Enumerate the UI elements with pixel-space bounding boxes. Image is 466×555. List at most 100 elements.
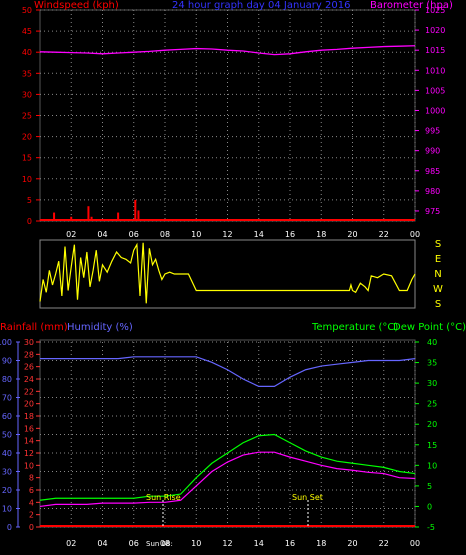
top-series (39, 45, 416, 221)
rainfall-tick-label: 0 (29, 523, 34, 532)
top-x-tick-label: 06 (129, 230, 139, 239)
windspeed-tick-label: 30 (22, 90, 32, 99)
top-x-tick-label: 18 (316, 230, 326, 239)
humidity-tick-label: 60 (2, 412, 12, 421)
rainfall-tick-label: 10 (24, 461, 34, 470)
top-x-tick-label: 12 (222, 230, 232, 239)
humidity-axis-label: Humidity (%) (67, 322, 133, 333)
rainfall-tick-label: 20 (24, 400, 34, 409)
rainfall-tick-label: 28 (24, 350, 34, 359)
rainfall-tick-label: 22 (24, 387, 34, 396)
wind-direction-tick-label: S (435, 299, 441, 310)
windspeed-tick-label: 35 (22, 69, 32, 78)
rainfall-tick-label: 4 (29, 498, 34, 507)
wind-direction-line (39, 242, 416, 304)
rainfall-tick-label: 6 (29, 486, 34, 495)
windspeed-tick-label: 25 (22, 112, 32, 121)
rainfall-tick-label: 16 (24, 424, 34, 433)
rainfall-tick-label: 8 (29, 474, 34, 483)
top-x-tick-label: 16 (285, 230, 295, 239)
humidity-tick-label: 0 (7, 523, 12, 532)
barometer-tick-label: 985 (425, 167, 440, 176)
bottom-x-tick-label: 10 (191, 539, 201, 548)
bottom-x-tick-label: 02 (66, 539, 76, 548)
bottom-x-tick-label: 12 (222, 539, 232, 548)
temperature-tick-label: 35 (427, 359, 437, 368)
barometer-tick-label: 975 (425, 207, 440, 216)
temperature-tick-label: 25 (427, 400, 437, 409)
windspeed-tick-label: 50 (22, 6, 32, 15)
humidity-tick-label: 70 (2, 394, 12, 403)
humidity-tick-label: 50 (2, 431, 12, 440)
windspeed-axis-label: Windspeed (kph) (34, 0, 119, 11)
rainfall-tick-label: 24 (24, 375, 34, 384)
humidity-line (40, 356, 416, 387)
barometer-tick-label: 1010 (425, 66, 445, 75)
rainfall-tick-label: 30 (24, 338, 34, 347)
bottom-x-tick-label: 20 (347, 539, 357, 548)
barometer-tick-label: 1025 (425, 6, 445, 15)
humidity-tick-label: 20 (2, 486, 12, 495)
barometer-tick-label: 980 (425, 187, 440, 196)
temperature-tick-label: 20 (427, 420, 437, 429)
windspeed-tick-label: 15 (22, 154, 32, 163)
windspeed-tick-label: 5 (27, 196, 32, 205)
bottom-x-tick-label: 06 (129, 539, 139, 548)
wind-direction-tick-label: N (434, 269, 441, 280)
temperature-tick-label: 5 (427, 482, 432, 491)
windspeed-tick-label: 0 (27, 217, 32, 226)
bottom-panel: 0102030405060708090100 02468101214161820… (0, 322, 466, 548)
top-x-tick-label: 10 (191, 230, 201, 239)
top-x-axis: 02 04 06 08 10 12 14 16 18 20 22 00 (66, 230, 420, 239)
rainfall-axis-label: Rainfall (mm) (0, 322, 68, 333)
rainfall-tick-label: 14 (24, 437, 34, 446)
top-x-tick-label: 14 (254, 230, 264, 239)
rainfall-tick-label: 2 (29, 511, 34, 520)
temperature-tick-label: 0 (427, 502, 432, 511)
bottom-series (39, 356, 416, 527)
windspeed-tick-label: 10 (22, 175, 32, 184)
top-left-axis: 0 5 10 15 20 25 30 35 40 45 50 (22, 6, 40, 226)
top-x-tick-label: 08 (160, 230, 170, 239)
humidity-tick-label: 100 (0, 338, 12, 347)
bottom-x-tick-label: 08 (160, 539, 170, 548)
bottom-x-axis: 02 04 06 08 10 12 14 16 18 20 22 00 (66, 539, 420, 548)
temperature-tick-label: 15 (427, 441, 437, 450)
windspeed-tick-label: 45 (22, 27, 32, 36)
temperature-axis-label: Temperature (°C) (311, 322, 398, 333)
bottom-x-tick-label: 04 (97, 539, 107, 548)
top-x-tick-label: 04 (97, 230, 107, 239)
top-x-tick-label: 00 (410, 230, 420, 239)
humidity-tick-label: 30 (2, 468, 12, 477)
humidity-axis: 0 10 20 30 40 50 60 70 80 90 100 (0, 338, 20, 532)
barometer-tick-label: 1015 (425, 46, 445, 55)
temperature-tick-label: 30 (427, 379, 437, 388)
rainfall-tick-label: 18 (24, 412, 34, 421)
windspeed-tick-label: 20 (22, 133, 32, 142)
wind-direction-tick-label: W (433, 284, 443, 295)
temperature-tick-label: 10 (427, 461, 437, 470)
sunset-label: Sun Set (292, 493, 323, 502)
sunrise-label: Sun Rise (146, 493, 181, 502)
top-grid (40, 9, 416, 222)
dewpoint-axis-label: Dew Point (°C) (393, 322, 466, 333)
barometer-axis-label: Barometer (hpa) (370, 0, 453, 11)
wind-direction-series (39, 242, 416, 304)
humidity-tick-label: 40 (2, 449, 12, 458)
barometer-tick-label: 995 (425, 127, 440, 136)
barometer-line (39, 45, 416, 56)
temperature-line (39, 433, 416, 501)
temperature-tick-label: 40 (427, 338, 437, 347)
barometer-tick-label: 1020 (425, 26, 445, 35)
barometer-tick-label: 1005 (425, 86, 445, 95)
humidity-tick-label: 90 (2, 357, 12, 366)
sunrise-x-label: Sun 08: (146, 540, 173, 548)
temperature-tick-label: -5 (427, 523, 435, 532)
wind-direction-tick-label: E (435, 254, 441, 265)
top-x-tick-label: 20 (347, 230, 357, 239)
